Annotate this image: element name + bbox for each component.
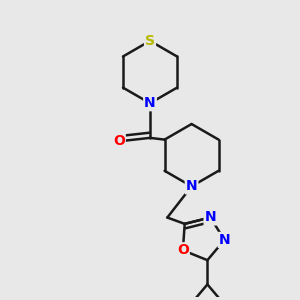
Text: O: O	[177, 243, 189, 257]
Text: N: N	[186, 179, 197, 194]
Text: N: N	[219, 233, 230, 247]
Text: N: N	[144, 96, 156, 110]
Text: S: S	[145, 34, 155, 48]
Text: O: O	[113, 134, 125, 148]
Text: N: N	[205, 211, 216, 224]
